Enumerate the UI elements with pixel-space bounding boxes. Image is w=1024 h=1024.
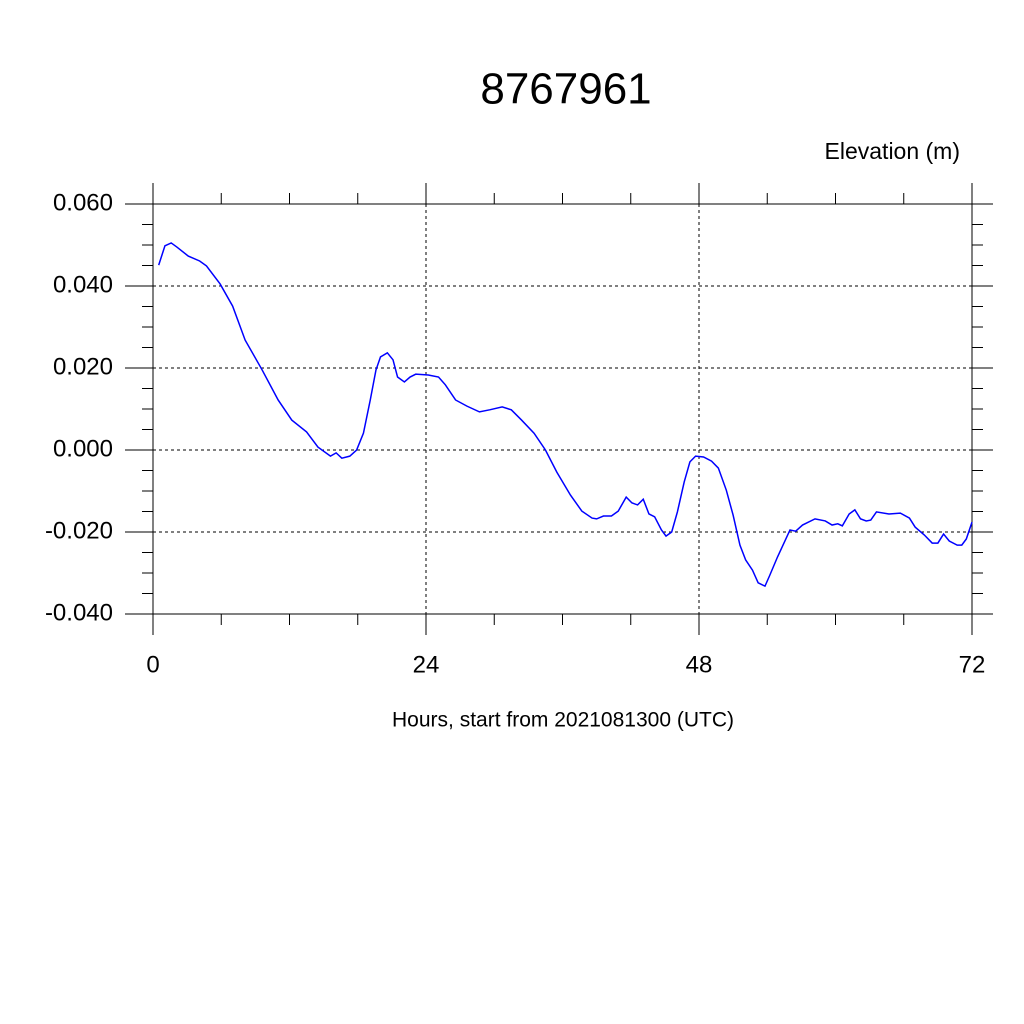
y-tick-label: 0.020 — [53, 353, 113, 380]
x-tick-label: 24 — [413, 651, 440, 678]
y-tick-label: -0.040 — [45, 599, 113, 626]
y-tick-label: 0.040 — [53, 271, 113, 298]
x-axis-label: Hours, start from 2021081300 (UTC) — [392, 709, 734, 732]
data-line — [157, 242, 973, 588]
chart-title: 8767961 — [480, 65, 651, 114]
x-tick-label: 48 — [686, 651, 713, 678]
y-tick-label: 0.060 — [53, 189, 113, 216]
y-tick-label: 0.000 — [53, 435, 113, 462]
y-axis-label: Elevation (m) — [825, 138, 960, 164]
plot-frame — [152, 203, 973, 615]
x-tick-label: 0 — [146, 651, 159, 678]
y-tick-label: -0.020 — [45, 517, 113, 544]
x-tick-label: 72 — [959, 651, 986, 678]
